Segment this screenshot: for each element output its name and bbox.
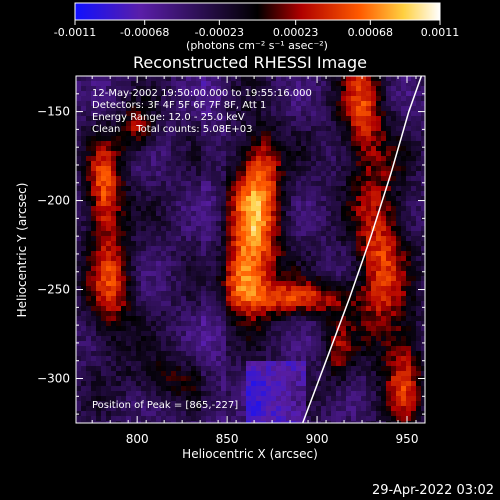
annotation-detectors: Detectors: 3F 4F 5F 6F 7F 8F, Att 1	[92, 100, 266, 111]
y-axis-label: Heliocentric Y (arcsec)	[15, 183, 29, 318]
colorbar-tick-label: 0.00068	[348, 26, 394, 39]
x-tick-label: 900	[306, 432, 329, 446]
colorbar-gradient	[74, 2, 441, 21]
y-tick-label: −150	[37, 105, 70, 119]
annotation-time: 12-May-2002 19:50:00.000 to 19:55:16.000	[92, 88, 312, 99]
colorbar-units-label: (photons cm⁻² s⁻¹ asec⁻²)	[186, 39, 328, 52]
colorbar: -0.0011 -0.00068 -0.00023 0.00023 0.00068 0.0…	[54, 2, 459, 52]
colorbar-tick-label: 0.0011	[421, 26, 460, 39]
solar-limb-curve	[301, 76, 423, 423]
x-tick-label: 850	[216, 432, 239, 446]
y-tick-label: −300	[37, 372, 70, 386]
axis-ticks: 800 850 900 950 −150 −200 −250 −300	[37, 76, 425, 446]
chart-title: Reconstructed RHESSI Image	[133, 53, 367, 72]
footer-timestamp: 29-Apr-2022 03:02	[372, 483, 494, 498]
plot-area: 800 850 900 950 −150 −200 −250 −300	[37, 75, 426, 446]
x-tick-label: 950	[396, 432, 419, 446]
colorbar-tick-label: -0.00068	[120, 26, 169, 39]
colorbar-tick-label: -0.0011	[54, 26, 96, 39]
plot-frame	[75, 75, 426, 424]
annotation-energy: Energy Range: 12.0 - 25.0 keV	[92, 112, 245, 123]
annotation-peak: Position of Peak = [865,-227]	[92, 400, 238, 411]
colorbar-tick-label: -0.00023	[195, 26, 244, 39]
annotation-block: 12-May-2002 19:50:00.000 to 19:55:16.000…	[92, 88, 312, 411]
y-tick-label: −250	[37, 283, 70, 297]
colorbar-tick-label: 0.00023	[273, 26, 319, 39]
colorbar-ticks: -0.0011 -0.00068 -0.00023 0.00023 0.00068 0.0…	[54, 20, 459, 39]
heatmap-image	[76, 76, 425, 423]
annotation-clean: Clean Total counts: 5.08E+03	[92, 124, 252, 135]
y-tick-label: −200	[37, 194, 70, 208]
x-tick-label: 800	[126, 432, 149, 446]
x-axis-label: Heliocentric X (arcsec)	[182, 447, 318, 461]
